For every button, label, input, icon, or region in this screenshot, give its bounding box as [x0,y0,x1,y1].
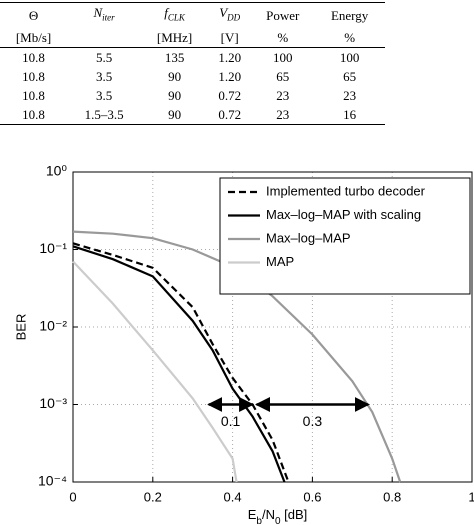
y-tick-label: 10⁻³ [39,395,67,411]
table-cell: 100 [272,49,293,65]
x-axis-label-part: E [248,507,257,522]
table-cell: 10.8 [22,49,45,65]
table-row: 10.8 1.5–3.5 90 0.72 23 16 [0,104,385,125]
unit-cell: [Mb/s] [0,27,68,48]
y-tick-label: 10⁻² [39,318,67,334]
table-row: 10.8 3.5 90 1.20 65 65 [0,67,385,86]
annotation-label: 0.3 [303,413,323,429]
table-cell: 5.5 [95,49,113,65]
header-cell: Niter [67,1,142,28]
line [72,230,402,483]
table-cell: 10.8 [22,87,45,103]
header-symbol: V [219,5,228,20]
header-subscript: CLK [167,12,185,23]
x-tick-label: 0.6 [303,489,321,504]
plot-frame [72,171,473,483]
table-cell: 135 [164,49,185,65]
header-unit: [Mb/s] [15,29,52,45]
unit-cell: % [251,27,315,48]
header-unit: [V] [220,29,239,45]
legend-label: Implemented turbo decoder [266,183,426,198]
table: Θ Niter fCLK VDD Power Energy [Mb/s] [MHz] [V]%%… [0,1,385,125]
y-tick-label: 10⁻¹ [39,240,67,256]
table-cell: 10.8 [0,104,68,125]
table-row: 10.8 3.5 90 0.72 23 23 [0,86,385,105]
header-subscript: iter [102,12,115,23]
x-axis-label-part: 0 [275,516,281,525]
line [72,245,286,483]
x-tick-label: 0.4 [224,489,242,504]
table-cell: 90 [168,68,182,84]
x-tick-label: 0 [69,489,76,504]
unit-cell [67,27,142,48]
y-tick-label: 10⁰ [46,163,68,179]
table-cell: 1.5–3.5 [67,104,142,125]
legend-box [219,177,471,295]
legend-label: Max–log–MAP with scaling [266,207,421,222]
x-tick-label: 0.2 [144,489,162,504]
y-tick-label: 10⁻⁴ [38,473,67,489]
header-symbol: Θ [28,7,39,23]
table-cell: 65 [343,68,357,84]
table-cell: 3.5 [95,87,113,103]
table-cell: 65 [276,68,290,84]
line [72,260,238,483]
table-row: 10.8 5.5 135 1.20 100 100 [0,47,385,67]
table-cell: 23 [251,104,315,125]
header-cell: fCLK [141,1,209,28]
x-axis-label-part: /N [262,507,275,522]
table-cell: 3.5 [95,68,113,84]
header-unit: [MHz] [156,29,193,45]
x-axis-label: Eb/N0 [dB] [248,507,308,525]
header-subscript: DD [227,12,241,23]
header-symbol: Power [266,7,300,23]
header-symbol: Energy [330,7,369,23]
unit-cell: [MHz] [141,27,209,48]
legend-label: Max–log–MAP [266,230,351,245]
header-symbol: N [93,5,103,20]
x-tick-label: 0.8 [383,489,401,504]
x-axis-label-part: b [256,516,262,525]
table-cell: 23 [276,87,290,103]
header-symbol: f [164,5,168,20]
table-cell: 1.20 [218,49,242,65]
table-cell: 90 [141,104,209,125]
annotation-label: 0.1 [221,413,241,429]
table-cell: 10.8 [22,68,45,84]
line [72,242,290,483]
header-cell: Θ [0,1,68,28]
unit-cell: [V] [208,27,252,48]
x-tick-label: 1 [468,489,474,504]
legend-label: MAP [266,254,294,269]
x-axis-label-part: [dB] [281,507,308,522]
table-cell: 1.20 [218,68,242,84]
header-unit: % [277,29,289,45]
table-cell: 0.72 [218,87,242,103]
table-cell: 16 [314,104,385,125]
header-cell: VDD [208,1,252,28]
y-axis-label: BER [13,314,28,341]
unit-cell: % [314,27,385,48]
header-unit: % [344,29,356,45]
table-cell: 23 [343,87,357,103]
table-cell: 90 [168,87,182,103]
table-cell: 100 [339,49,360,65]
table-cell: 0.72 [208,104,252,125]
header-cell: Energy [314,1,385,28]
header-cell: Power [251,1,315,28]
